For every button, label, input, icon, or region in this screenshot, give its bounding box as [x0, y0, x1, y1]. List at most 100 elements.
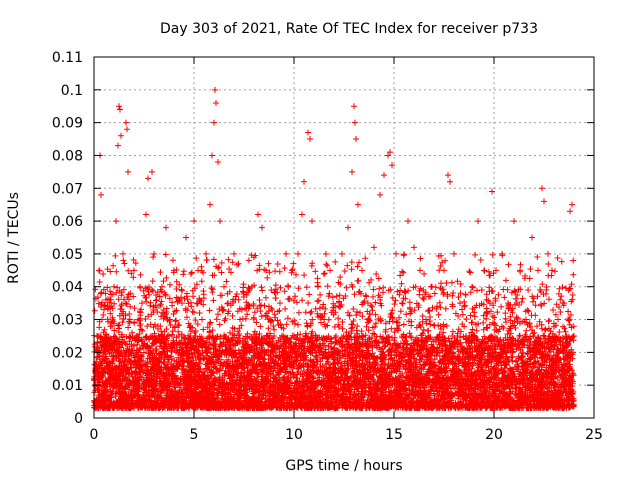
- data-point: [92, 375, 98, 382]
- data-point: [523, 316, 529, 323]
- data-point: [567, 208, 573, 215]
- y-axis-title: ROTI / TECUs: [6, 192, 22, 284]
- x-tick-label: 0: [90, 427, 99, 443]
- data-point: [116, 103, 122, 110]
- data-point: [111, 283, 117, 290]
- data-point: [139, 300, 145, 307]
- data-point: [487, 300, 493, 307]
- data-point: [417, 267, 423, 274]
- data-point: [98, 191, 104, 198]
- data-point: [447, 178, 453, 185]
- data-point: [389, 162, 395, 169]
- y-tick-label: 0: [74, 411, 83, 427]
- axis-ticks: [93, 56, 595, 419]
- data-point: [175, 349, 181, 356]
- data-point: [213, 99, 219, 106]
- data-point: [499, 250, 505, 257]
- y-tick-label: 0.1: [61, 83, 83, 99]
- data-point: [339, 250, 345, 257]
- data-point: [96, 267, 102, 274]
- data-point: [207, 201, 213, 208]
- data-point: [299, 211, 305, 218]
- data-point: [539, 185, 545, 192]
- data-point: [277, 300, 283, 307]
- data-point: [385, 152, 391, 159]
- data-point: [435, 349, 441, 356]
- data-point: [118, 132, 124, 139]
- data-point: [511, 218, 517, 225]
- data-point: [109, 323, 115, 330]
- data-point: [143, 211, 149, 218]
- data-point: [451, 250, 457, 257]
- x-tick-label: 20: [485, 427, 503, 443]
- data-point: [163, 224, 169, 231]
- x-tick-label: 15: [385, 427, 403, 443]
- y-tick-labels: 0 0.01 0.02 0.03 0.04 0.05 0.06 0.07 0.08 0.09 0.1…: [52, 50, 83, 427]
- data-point: [135, 349, 141, 356]
- data-point: [151, 250, 157, 257]
- data-point: [267, 316, 273, 323]
- data-point: [321, 316, 327, 323]
- y-tick-label: 0.11: [52, 50, 83, 66]
- data-point: [255, 211, 261, 218]
- x-axis-title: GPS time / hours: [285, 458, 402, 474]
- data-point: [545, 250, 551, 257]
- chart-title: Day 303 of 2021, Rate Of TEC Index for r…: [160, 21, 538, 37]
- data-point: [327, 267, 333, 274]
- data-point: [105, 342, 111, 349]
- y-tick-label: 0.08: [52, 148, 83, 164]
- data-point: [411, 244, 417, 251]
- data-point: [315, 283, 321, 290]
- data-point: [387, 149, 393, 156]
- x-tick-labels: 0 5 10 15 20 25: [90, 427, 603, 443]
- data-point: [125, 168, 131, 175]
- data-point: [555, 316, 561, 323]
- data-point: [203, 250, 209, 257]
- data-point: [149, 168, 155, 175]
- data-point: [231, 250, 237, 257]
- data-point: [179, 300, 185, 307]
- data-point: [377, 191, 383, 198]
- data-point: [541, 198, 547, 205]
- data-point: [215, 159, 221, 166]
- data-point: [535, 267, 541, 274]
- data-point: [249, 283, 255, 290]
- data-point: [195, 267, 201, 274]
- y-tick-label: 0.07: [52, 181, 83, 197]
- data-point: [131, 267, 137, 274]
- x-tick-label: 25: [585, 427, 603, 443]
- data-point: [295, 250, 301, 257]
- y-tick-label: 0.06: [52, 214, 83, 230]
- y-tick-label: 0.02: [52, 345, 83, 361]
- data-point: [352, 119, 358, 126]
- data-point: [123, 119, 129, 126]
- data-points: [91, 86, 577, 412]
- data-point: [191, 218, 197, 225]
- data-point: [187, 332, 193, 339]
- data-point: [351, 103, 357, 110]
- data-point: [212, 86, 218, 93]
- data-point: [423, 316, 429, 323]
- data-point: [117, 106, 123, 113]
- data-point: [381, 172, 387, 179]
- data-point: [441, 267, 447, 274]
- data-point: [517, 267, 523, 274]
- y-tick-label: 0.05: [52, 247, 83, 263]
- data-point: [505, 300, 511, 307]
- data-point: [307, 136, 313, 143]
- data-point: [115, 142, 121, 149]
- data-point: [301, 178, 307, 185]
- data-point: [159, 283, 165, 290]
- x-tick-label: 10: [285, 427, 303, 443]
- data-point: [475, 218, 481, 225]
- y-tick-label: 0.03: [52, 313, 83, 329]
- data-point: [243, 349, 249, 356]
- data-point: [124, 126, 130, 133]
- data-point: [145, 175, 151, 182]
- data-point: [155, 323, 161, 330]
- data-point: [259, 224, 265, 231]
- data-point: [569, 201, 575, 208]
- data-point: [211, 119, 217, 126]
- data-point: [225, 300, 231, 307]
